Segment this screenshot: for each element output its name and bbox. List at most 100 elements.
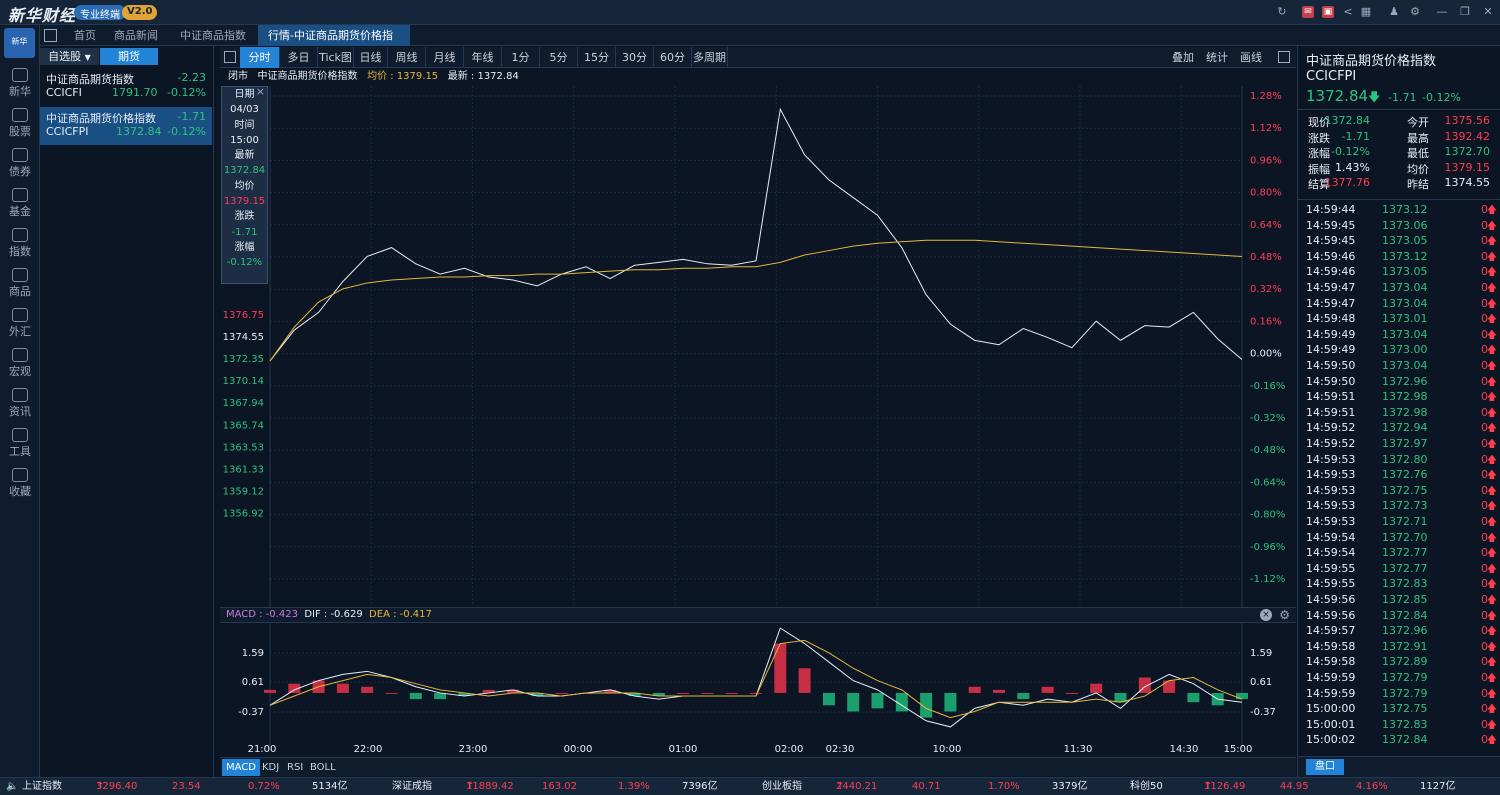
period-button-0[interactable]: 分时 <box>240 47 280 68</box>
minimize-icon[interactable]: — <box>1436 5 1448 18</box>
tick-time: 14:59:46 <box>1306 249 1356 263</box>
period-button-5[interactable]: 月线 <box>426 47 464 68</box>
quote-field-value: 1372.70 <box>1444 145 1491 158</box>
overlay-button[interactable]: 叠加 <box>1172 51 1194 64</box>
mail-icon[interactable]: ✉ <box>1302 6 1314 18</box>
nav-item-label: 工具 <box>9 445 31 458</box>
indicator-tab-boll[interactable]: BOLL <box>310 762 336 773</box>
popup-chg-label: 涨跌 <box>234 211 255 223</box>
grid-icon[interactable]: ▦ <box>1360 5 1372 18</box>
tick-price: 1372.96 <box>1382 624 1428 638</box>
tick-price: 1373.01 <box>1382 312 1428 326</box>
popup-close-icon[interactable]: × <box>255 85 265 98</box>
indicator-tab-kdj[interactable]: KDJ <box>262 762 280 773</box>
xinhua-badge-icon[interactable]: 新华 <box>4 28 35 58</box>
macd-histogram-bar <box>482 689 495 693</box>
quote-field-row: 振幅 1.43% 均价 1379.15 <box>1298 161 1498 176</box>
tick-price: 1373.12 <box>1382 249 1428 263</box>
quote-field-value: 1375.56 <box>1444 114 1491 127</box>
watchlist-item-selected[interactable]: 中证商品期货价格指数 -1.71 CCICFPI 1372.84 -0.12% <box>40 107 212 145</box>
period-button-12[interactable]: 多周期 <box>692 47 728 68</box>
period-button-11[interactable]: 60分 <box>654 47 692 68</box>
period-button-1[interactable]: 多日 <box>280 47 318 68</box>
watchlist-tab-self[interactable]: 自选股 ▼ <box>40 48 99 65</box>
quote-panel: 中证商品期货价格指数 CCICFPI 1372.84🡇 -1.71 -0.12%… <box>1297 46 1500 777</box>
nav-item-3[interactable]: 基金 <box>0 188 40 219</box>
period-button-2[interactable]: Tick图 <box>318 47 354 68</box>
tab-quote[interactable]: 行情-中证商品期货价格指数 × <box>258 25 410 63</box>
intraday-chart[interactable]: 1376.75 1374.55 1372.35 1370.14 1367.94 1365.… <box>220 85 1296 757</box>
message-icon[interactable]: ▣ <box>1322 6 1334 18</box>
up-arrow-icon: 🡅 <box>1486 563 1497 575</box>
nav-item-6[interactable]: 外汇 <box>0 308 40 339</box>
tick-volume: 0 <box>1481 296 1488 310</box>
macd-histogram-bar <box>677 692 690 694</box>
market-status-bar: 🔈 上证指数 3296.40 ↑ 23.54 0.72% 5134亿 深证成指 11889.4… <box>0 777 1500 795</box>
nav-item-9[interactable]: 工具 <box>0 428 40 459</box>
nav-item-5[interactable]: 商品 <box>0 268 40 299</box>
indicator-tab-rsi[interactable]: RSI <box>287 762 304 773</box>
index-name[interactable]: 科创50 <box>1130 781 1163 792</box>
period-button-8[interactable]: 5分 <box>540 47 578 68</box>
tick-volume: 0 <box>1481 717 1488 731</box>
nav-item-4[interactable]: 指数 <box>0 228 40 259</box>
watchlist-tab-futures[interactable]: 期货 <box>100 48 158 65</box>
x-tick-label: 01:00 <box>669 744 698 755</box>
nav-item-2[interactable]: 债券 <box>0 148 40 179</box>
macd-histogram-bar <box>1114 692 1127 703</box>
up-arrow-icon: 🡅 <box>1486 361 1497 372</box>
restore-icon[interactable]: ❐ <box>1460 5 1470 18</box>
y-tick-label-right: -0.96% <box>1250 542 1285 553</box>
refresh-icon[interactable]: ↻ <box>1277 5 1287 18</box>
up-arrow-icon: 🡅 <box>1486 205 1497 216</box>
index-name[interactable]: 深证成指 <box>392 781 432 792</box>
indicator-tab-macd[interactable]: MACD <box>222 759 260 776</box>
speaker-icon[interactable]: 🔈 <box>6 781 19 792</box>
tab-home[interactable]: 首页 <box>74 29 96 42</box>
dea-value: DEA : -0.417 <box>369 609 432 620</box>
nav-item-1[interactable]: 股票 <box>0 108 40 139</box>
tick-row: 14:59:51 1372.98 0 🡅 <box>1298 390 1498 406</box>
x-tick-label: 00:00 <box>564 744 593 755</box>
panel-toggle-icon[interactable] <box>44 29 57 42</box>
macd-close-icon[interactable]: × <box>1260 609 1272 621</box>
share-icon[interactable]: < <box>1343 5 1353 18</box>
period-button-6[interactable]: 年线 <box>464 47 502 68</box>
settings-icon[interactable]: ⚙ <box>1410 5 1420 18</box>
period-button-10[interactable]: 30分 <box>616 47 654 68</box>
watchlist-item[interactable]: 中证商品期货指数 -2.23 CCICFI 1791.70 -0.12% <box>40 68 212 106</box>
period-button-4[interactable]: 周线 <box>388 47 426 68</box>
tab-csi-commodity-index[interactable]: 中证商品指数 <box>180 29 246 42</box>
draw-button[interactable]: 画线 <box>1240 51 1262 64</box>
macd-histogram-bar <box>434 692 447 700</box>
tick-time: 14:59:52 <box>1306 421 1356 435</box>
up-arrow-icon: 🡅 <box>1486 220 1497 232</box>
tick-price: 1372.96 <box>1382 374 1428 388</box>
period-button-3[interactable]: 日线 <box>354 47 388 68</box>
period-button-7[interactable]: 1分 <box>502 47 540 68</box>
chart-panel-toggle-icon[interactable] <box>224 51 236 63</box>
stats-button[interactable]: 统计 <box>1206 51 1228 64</box>
tick-volume: 0 <box>1481 343 1488 357</box>
macd-settings-icon[interactable]: ⚙ <box>1279 608 1290 622</box>
watchlist-tab-self-label: 自选股 <box>48 50 82 63</box>
skin-icon[interactable]: ♟ <box>1389 5 1399 18</box>
nav-item-8[interactable]: 资讯 <box>0 388 40 419</box>
index-name[interactable]: 上证指数 <box>22 781 62 792</box>
x-tick-label: 02:00 <box>775 744 804 755</box>
nav-item-7[interactable]: 宏观 <box>0 348 40 379</box>
tick-volume: 0 <box>1481 561 1488 575</box>
tab-commodity-news[interactable]: 商品新闻 <box>114 29 158 42</box>
period-button-9[interactable]: 15分 <box>578 47 616 68</box>
order-book-button[interactable]: 盘口 <box>1306 759 1344 775</box>
tab-bar: 首页 商品新闻 中证商品指数 行情-中证商品期货价格指数 × <box>40 25 1500 63</box>
fund-icon <box>12 188 28 202</box>
nav-item-0[interactable]: 新华 <box>0 68 40 99</box>
close-icon[interactable]: ✕ <box>1483 5 1493 18</box>
tick-price: 1372.79 <box>1382 686 1428 700</box>
quote-field-label: 结算 <box>1308 178 1330 191</box>
index-name[interactable]: 创业板指 <box>762 781 802 792</box>
tick-price: 1373.00 <box>1382 343 1428 357</box>
right-panel-toggle-icon[interactable] <box>1278 51 1290 63</box>
nav-item-10[interactable]: 收藏 <box>0 468 40 499</box>
